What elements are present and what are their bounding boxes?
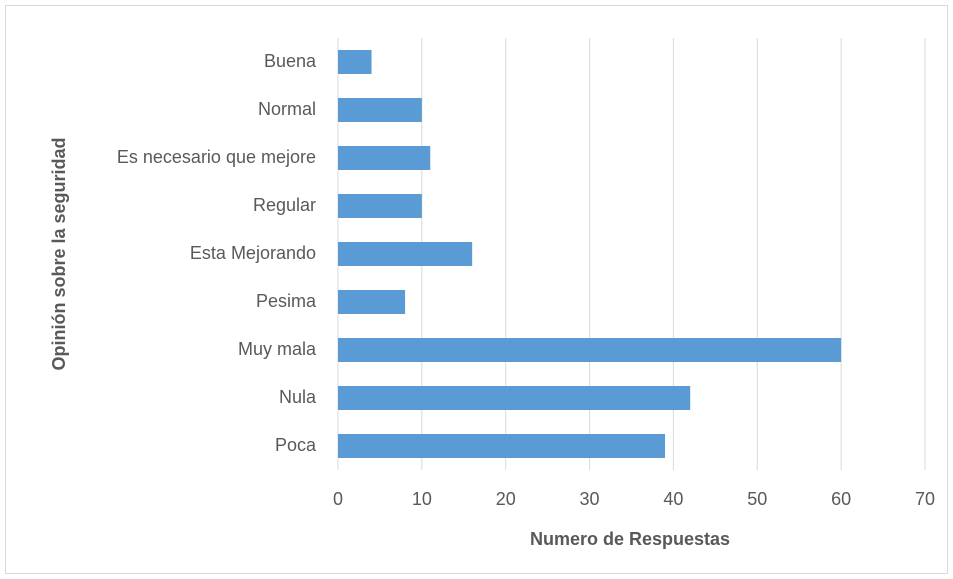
y-tick-label: Esta Mejorando xyxy=(190,243,316,263)
bar xyxy=(338,50,372,74)
x-tick-label: 50 xyxy=(747,489,767,509)
y-tick-label: Normal xyxy=(258,99,316,119)
x-tick-label: 40 xyxy=(663,489,683,509)
bar xyxy=(338,290,406,314)
y-tick-label: Nula xyxy=(279,387,317,407)
bar xyxy=(338,434,666,458)
x-tick-label: 20 xyxy=(496,489,516,509)
y-axis-title: Opinión sobre la seguridad xyxy=(49,137,69,370)
bar xyxy=(338,98,422,122)
bar xyxy=(338,194,422,218)
y-tick-label: Pesima xyxy=(256,291,317,311)
bar xyxy=(338,386,691,410)
y-tick-label: Regular xyxy=(253,195,316,215)
y-tick-label: Buena xyxy=(264,51,317,71)
chart-border xyxy=(5,5,948,574)
y-tick-label: Es necesario que mejore xyxy=(117,147,316,167)
bar xyxy=(338,338,842,362)
bar xyxy=(338,146,431,170)
y-tick-label: Poca xyxy=(275,435,317,455)
x-tick-label: 0 xyxy=(333,489,343,509)
bar xyxy=(338,242,473,266)
x-tick-label: 70 xyxy=(915,489,935,509)
x-axis-title: Numero de Respuestas xyxy=(530,529,730,549)
x-tick-label: 10 xyxy=(412,489,432,509)
x-tick-label: 30 xyxy=(580,489,600,509)
y-tick-label: Muy mala xyxy=(238,339,317,359)
x-tick-label: 60 xyxy=(831,489,851,509)
